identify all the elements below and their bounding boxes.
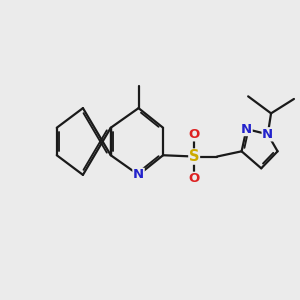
Text: N: N [133, 168, 144, 182]
Text: N: N [241, 123, 252, 136]
Text: O: O [188, 128, 200, 141]
Text: S: S [189, 149, 200, 164]
Text: O: O [188, 172, 200, 185]
Text: N: N [262, 128, 273, 141]
